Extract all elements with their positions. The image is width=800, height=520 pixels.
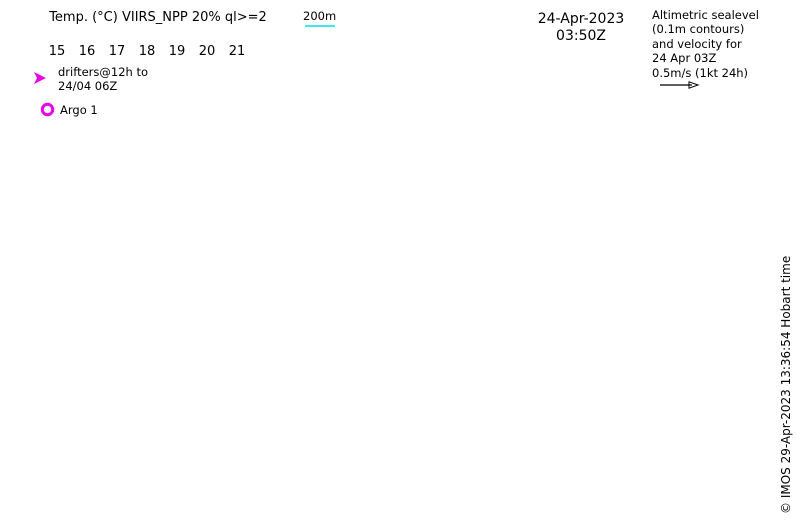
argo-float-icon bbox=[40, 102, 55, 117]
info-line: (0.1m contours) bbox=[652, 22, 745, 37]
drifter-arrow-icon bbox=[34, 72, 46, 84]
map-time: 03:50Z bbox=[556, 28, 606, 44]
colorbar-tick: 16 bbox=[78, 44, 96, 59]
colorbar-tick: 18 bbox=[138, 44, 156, 59]
altimetry-info-box bbox=[646, 2, 798, 53]
info-line: Altimetric sealevel bbox=[652, 8, 759, 22]
colorbar-tick: 15 bbox=[48, 44, 66, 59]
drifters-legend-line2: 24/04 06Z bbox=[58, 78, 118, 93]
info-line: 0.5m/s (1kt 24h) bbox=[652, 65, 749, 80]
isobath-depth-label: 200m bbox=[303, 9, 337, 23]
colorbar-gradient bbox=[38, 28, 278, 42]
velocity-scale-arrow-icon bbox=[660, 81, 700, 89]
info-line: and velocity for bbox=[652, 36, 742, 51]
isobath-line-sample bbox=[305, 25, 335, 27]
drifters-legend-line1: drifters@12h to bbox=[58, 65, 148, 79]
colorbar-title: Temp. (°C) VIIRS_NPP 20% ql>=2 bbox=[49, 10, 267, 25]
info-line: 24 Apr 03Z bbox=[652, 51, 717, 66]
drifters-legend-label: drifters@12h to 24/04 06Z bbox=[58, 65, 148, 94]
colorbar-tick: 19 bbox=[168, 44, 186, 59]
colorbar-tick: 17 bbox=[108, 44, 126, 59]
colorbar-tick: 20 bbox=[198, 44, 216, 59]
colorbar-tick: 21 bbox=[228, 44, 246, 59]
argo-legend-label: Argo 1 bbox=[60, 103, 98, 117]
imos-credit-text: © IMOS 29-Apr-2023 13:36:54 Hobart time bbox=[779, 255, 793, 514]
altimetry-info-text: Altimetric sealevel (0.1m contours) and … bbox=[652, 8, 798, 80]
map-date: 24-Apr-2023 bbox=[537, 11, 625, 27]
